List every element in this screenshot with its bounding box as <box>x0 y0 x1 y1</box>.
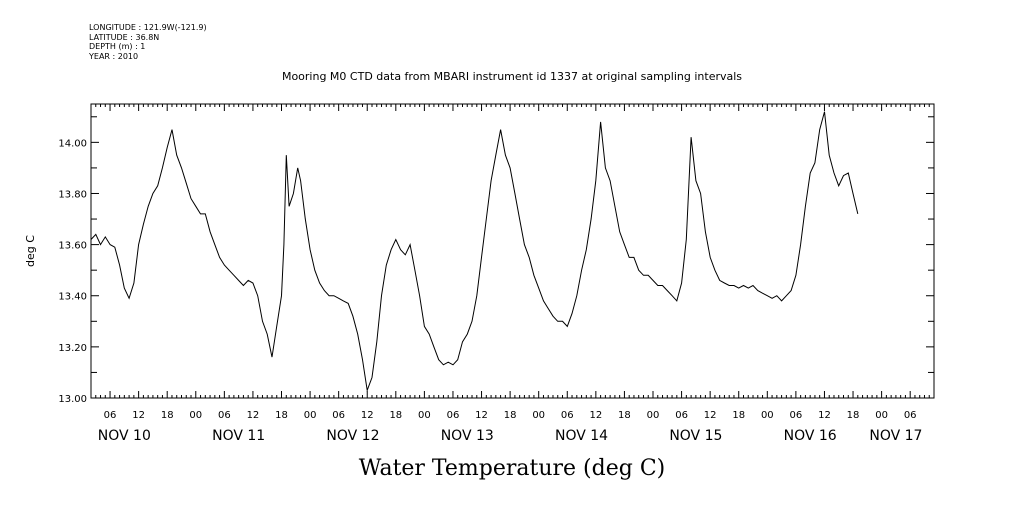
x-tick-label: 00 <box>189 410 202 421</box>
x-tick-label: 12 <box>818 410 831 421</box>
x-tick-label: 06 <box>104 410 117 421</box>
y-tick-label: 13.80 <box>58 189 87 200</box>
x-tick-label: 06 <box>675 410 688 421</box>
y-axis-label: deg C <box>24 235 37 267</box>
x-tick-label: 12 <box>589 410 602 421</box>
x-tick-label: 12 <box>475 410 488 421</box>
x-tick-label: 18 <box>275 410 288 421</box>
x-tick-label: 18 <box>847 410 860 421</box>
x-tick-label: 18 <box>618 410 631 421</box>
x-tick-label: 12 <box>247 410 260 421</box>
x-tick-label: 00 <box>647 410 660 421</box>
x-day-label: NOV 14 <box>555 428 608 444</box>
x-tick-label: 18 <box>161 410 174 421</box>
x-tick-label: 00 <box>875 410 888 421</box>
x-tick-label: 06 <box>904 410 917 421</box>
axes-layer: 06 12 18 00 06 12 18 00 06 12 18 00 06 12 18 00 06 12 18 00… <box>58 104 935 444</box>
y-tick-label: 13.00 <box>58 394 87 405</box>
x-tick-label: 06 <box>561 410 574 421</box>
water-temperature-line <box>90 111 859 393</box>
meta-longitude: LONGITUDE : 121.9W(-121.9) <box>89 23 207 32</box>
x-tick-label: 00 <box>532 410 545 421</box>
meta-year: YEAR : 2010 <box>88 52 138 61</box>
x-tick-label: 18 <box>389 410 402 421</box>
y-tick-label: 13.20 <box>58 343 87 354</box>
x-day-label: NOV 15 <box>669 428 722 444</box>
x-tick-label: 06 <box>790 410 803 421</box>
meta-latitude: LATITUDE : 36.8N <box>89 33 159 42</box>
x-day-label: NOV 13 <box>441 428 494 444</box>
x-tick-label: 18 <box>504 410 517 421</box>
meta-depth: DEPTH (m) : 1 <box>89 42 145 51</box>
x-tick-label: 18 <box>732 410 745 421</box>
plot-frame <box>90 103 935 399</box>
x-tick-label: 06 <box>218 410 231 421</box>
x-tick-label: 00 <box>418 410 431 421</box>
x-axis-label: Water Temperature (deg C) <box>359 456 666 481</box>
x-day-label: NOV 17 <box>869 428 922 444</box>
chart-title: Mooring M0 CTD data from MBARI instrumen… <box>282 70 742 83</box>
x-day-label: NOV 10 <box>98 428 151 444</box>
metadata-block: LONGITUDE : 121.9W(-121.9) LATITUDE : 36… <box>88 23 207 61</box>
x-tick-label: 12 <box>132 410 145 421</box>
x-tick-label: 00 <box>304 410 317 421</box>
x-tick-label: 06 <box>447 410 460 421</box>
y-tick-label: 14.00 <box>58 138 87 149</box>
x-tick-label: 06 <box>332 410 345 421</box>
x-day-label: NOV 11 <box>212 428 265 444</box>
x-tick-label: 00 <box>761 410 774 421</box>
x-day-label: NOV 12 <box>326 428 379 444</box>
y-tick-label: 13.40 <box>58 292 87 303</box>
x-day-label: NOV 16 <box>784 428 837 444</box>
x-tick-label: 12 <box>361 410 374 421</box>
y-tick-label: 13.60 <box>58 241 87 252</box>
x-tick-label: 12 <box>704 410 717 421</box>
